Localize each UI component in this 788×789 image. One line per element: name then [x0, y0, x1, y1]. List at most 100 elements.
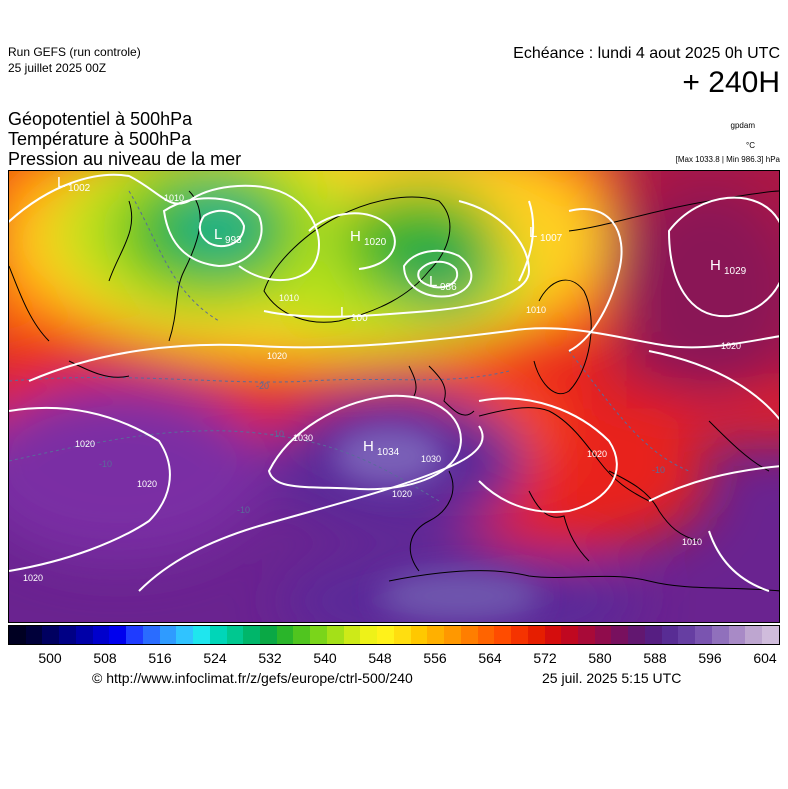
colorbar-tick-label: 596	[698, 650, 722, 666]
colorbar-swatch	[661, 626, 679, 644]
colorbar-swatch	[176, 626, 194, 644]
colorbar-swatch	[611, 626, 629, 644]
colorbar-swatch	[42, 626, 60, 644]
run-date: 25 juillet 2025 00Z	[8, 61, 107, 75]
colorbar-swatch	[109, 626, 127, 644]
colorbar-swatch	[310, 626, 327, 644]
pressure-center-value: 1034	[377, 447, 400, 458]
colorbar-swatch	[427, 626, 445, 644]
colorbar-tick-label: 564	[478, 650, 502, 666]
colorbar-swatch	[393, 626, 411, 644]
pressure-extremes: [Max 1033.8 | Min 986.3] hPa	[675, 155, 780, 164]
pressure-center-letter: H	[350, 228, 361, 245]
isobar-label: 1020	[587, 449, 607, 459]
colorbar-swatch	[460, 626, 478, 644]
colorbar-swatch	[494, 626, 512, 644]
pressure-center-letter: H	[363, 438, 374, 455]
temperature-label: -20	[256, 381, 269, 391]
colorbar-swatch	[260, 626, 277, 644]
isobar-labels: 1020 1020 1020 1020 1030 1030 1020 1020 …	[23, 193, 741, 583]
colorbar-scale: 500 508 516 524 532 540 548 556 564 572 580 588 596 6…	[8, 650, 780, 668]
colorbar-tick-label: 572	[533, 650, 557, 666]
pressure-centers: L 1002 L 993 H 1020 L 986 L 100 L 1007	[57, 174, 747, 458]
lead-time: + 240H	[682, 66, 780, 99]
colorbar-swatch	[25, 626, 43, 644]
colorbar-tick-label: 548	[368, 650, 392, 666]
temperature-contours	[9, 190, 690, 502]
weather-map: 1020 1020 1020 1020 1030 1030 1020 1020 …	[8, 170, 780, 623]
colorbar-swatch	[293, 626, 311, 644]
parameter-temperature: Température à 500hPa	[8, 129, 192, 149]
colorbar-swatch	[410, 626, 428, 644]
isobar-label: 1020	[267, 351, 287, 361]
colorbar	[8, 625, 780, 645]
colorbar-tick-label: 500	[38, 650, 62, 666]
colorbar-swatch	[377, 626, 394, 644]
run-title: Run GEFS (run controle)	[8, 45, 141, 59]
temperature-label: -10	[237, 505, 250, 515]
pressure-center-low: L 100	[340, 304, 368, 324]
parameter-pressure: Pression au niveau de la mer	[8, 149, 242, 169]
pressure-center-letter: L	[57, 174, 65, 191]
colorbar-swatch	[343, 626, 361, 644]
colorbar-tick-label: 532	[258, 650, 282, 666]
colorbar-tick-label: 588	[643, 650, 667, 666]
pressure-center-low: L 993	[214, 226, 242, 246]
colorbar-swatch	[762, 626, 779, 644]
colorbar-swatch	[59, 626, 76, 644]
colorbar-swatch	[544, 626, 562, 644]
colorbar-tick-label: 556	[423, 650, 447, 666]
colorbar-swatch	[728, 626, 746, 644]
pressure-center-letter: L	[214, 226, 222, 243]
colorbar-swatch	[142, 626, 160, 644]
colorbar-tick-label: 540	[313, 650, 337, 666]
colorbar-swatch	[326, 626, 344, 644]
coastlines	[9, 190, 779, 592]
colorbar-swatch	[644, 626, 662, 644]
generation-time: 25 juil. 2025 5:15 UTC	[542, 670, 682, 686]
pressure-center-value: 1029	[724, 266, 747, 277]
colorbar-swatch	[126, 626, 143, 644]
pressure-center-low: L 1007	[529, 224, 563, 244]
colorbar-tick-label: 516	[148, 650, 172, 666]
colorbar-swatch	[745, 626, 763, 644]
pressure-center-value: 1020	[364, 237, 387, 248]
pressure-center-letter: H	[710, 257, 721, 274]
colorbar-swatch	[276, 626, 294, 644]
colorbar-swatch	[209, 626, 227, 644]
unit-gpdam: gpdam	[730, 121, 755, 130]
pressure-center-high: H 1029	[710, 257, 747, 277]
pressure-center-low: L 1002	[57, 174, 91, 194]
isobar-label: 1030	[421, 454, 441, 464]
isobars	[9, 173, 779, 592]
pressure-center-value: 1007	[540, 233, 563, 244]
colorbar-swatch	[226, 626, 244, 644]
pressure-center-value: 1002	[68, 183, 91, 194]
colorbar-swatch	[577, 626, 595, 644]
isobar-label: 1010	[164, 193, 184, 203]
colorbar-swatch	[193, 626, 210, 644]
colorbar-swatch	[594, 626, 612, 644]
pressure-center-letter: L	[429, 273, 437, 290]
valid-time: Echéance : lundi 4 aout 2025 0h UTC	[513, 45, 780, 62]
colorbar-swatch	[561, 626, 578, 644]
isobar-label: 1020	[23, 573, 43, 583]
isobar-label: 1020	[75, 439, 95, 449]
pressure-center-value: 986	[440, 282, 457, 293]
colorbar-swatch	[678, 626, 696, 644]
isobar-label: 1030	[293, 433, 313, 443]
pressure-center-low: L 986	[429, 273, 457, 293]
colorbar-swatch	[511, 626, 528, 644]
parameter-geopotential: Géopotentiel à 500hPa	[8, 109, 193, 129]
colorbar-swatch	[711, 626, 729, 644]
isobar-label: 1010	[526, 305, 546, 315]
isobar-label: 1020	[392, 489, 412, 499]
copyright: © http://www.infoclimat.fr/z/gefs/europe…	[92, 670, 413, 686]
pressure-center-value: 100	[351, 313, 368, 324]
colorbar-swatch	[243, 626, 261, 644]
pressure-center-letter: L	[529, 224, 537, 241]
isobar-label: 1020	[721, 341, 741, 351]
pressure-center-value: 993	[225, 235, 242, 246]
isobar-label: 1010	[279, 293, 299, 303]
colorbar-swatch	[444, 626, 461, 644]
